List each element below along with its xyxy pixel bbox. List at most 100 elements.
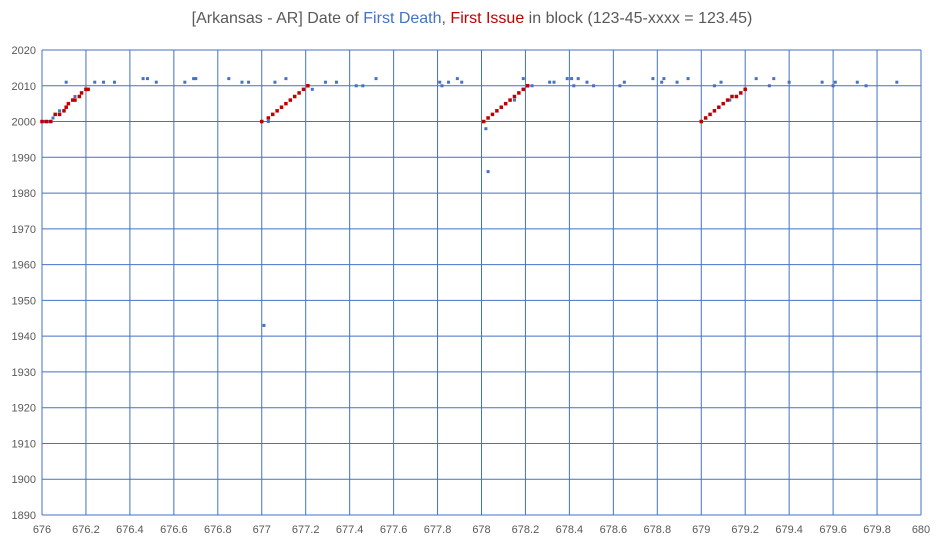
first-issue-point [512, 94, 517, 99]
first-issue-point [62, 109, 66, 113]
data-points [40, 77, 899, 327]
y-tick-label: 1990 [12, 152, 36, 164]
x-tick-label: 679 [692, 524, 710, 536]
first-issue-point [53, 112, 57, 117]
first-issue-point [44, 119, 49, 124]
first-death-point [354, 84, 358, 88]
first-death-point [772, 77, 776, 81]
first-death-point [262, 323, 266, 327]
first-issue-point [301, 87, 306, 92]
first-issue-point [708, 112, 712, 117]
first-issue-point [57, 112, 62, 117]
first-death-point [651, 77, 655, 81]
first-death-point [323, 80, 327, 84]
grid-lines [41, 49, 922, 516]
x-tick-label: 679.2 [731, 524, 759, 536]
first-death-point [712, 84, 716, 88]
first-issue-point [521, 87, 526, 92]
first-death-point [552, 80, 556, 84]
first-issue-point [730, 94, 734, 99]
first-death-point [565, 77, 569, 81]
y-tick-label: 1900 [12, 474, 36, 486]
first-death-point [113, 80, 117, 84]
y-axis-ticks: 1890 1900 1910 1920 1930 1940 1950 1960 1970 1980… [12, 45, 36, 522]
x-tick-label: 678.8 [644, 524, 672, 536]
y-tick-label: 1980 [12, 188, 36, 200]
x-tick-label: 679.8 [863, 524, 891, 536]
first-death-point [486, 170, 490, 174]
first-issue-point [40, 119, 44, 124]
first-issue-point [49, 119, 53, 124]
first-death-point [585, 80, 589, 84]
first-issue-point [703, 116, 708, 120]
y-tick-label: 2000 [12, 117, 36, 129]
first-issue-point [266, 116, 271, 120]
y-tick-label: 1930 [12, 367, 36, 379]
y-tick-label: 1960 [12, 260, 36, 272]
first-death-point [512, 98, 516, 102]
first-death-point [855, 80, 859, 84]
first-death-point [572, 84, 576, 88]
y-tick-label: 1970 [12, 224, 36, 236]
y-tick-label: 2010 [12, 81, 36, 93]
title-suffix: in block (123-45-xxxx = 123.45) [524, 10, 753, 27]
first-death-point [240, 80, 244, 84]
first-death-point [374, 77, 378, 81]
first-issue-point [490, 112, 495, 117]
first-issue-point [717, 105, 721, 109]
first-issue-point [699, 119, 703, 124]
first-death-point [361, 84, 365, 88]
first-death-point [675, 80, 679, 84]
first-issue-point [86, 87, 90, 92]
first-death-point [73, 95, 77, 98]
x-tick-label: 678.6 [600, 524, 628, 536]
first-death-point [576, 77, 580, 81]
first-death-point [145, 77, 149, 81]
first-issue-point [495, 109, 499, 113]
first-issue-point [721, 101, 725, 106]
first-death-point [192, 77, 196, 81]
first-death-point [831, 84, 835, 88]
first-death-point [592, 84, 596, 88]
first-death-point [42, 120, 46, 124]
x-axis-ticks: 676 676.2 676.4 676.6 676.8 677 677.2 677.4 677.… [33, 524, 930, 536]
first-issue-point [525, 84, 530, 88]
x-tick-label: 680 [912, 524, 930, 536]
first-death-point [570, 77, 574, 81]
y-tick-label: 1950 [12, 295, 36, 307]
first-death-point [820, 80, 824, 84]
first-issue-point [297, 91, 301, 95]
x-tick-label: 677.8 [424, 524, 452, 536]
first-issue-point [517, 91, 521, 95]
first-issue-point [77, 94, 82, 99]
first-death-point [273, 80, 277, 84]
first-death-point [64, 80, 68, 84]
x-tick-label: 676.8 [204, 524, 232, 536]
first-issue-point [734, 94, 739, 99]
x-tick-label: 678 [472, 524, 490, 536]
first-issue-point [486, 116, 490, 120]
x-tick-label: 676 [33, 524, 51, 536]
first-death-point [183, 80, 187, 84]
x-tick-label: 676.4 [116, 524, 144, 536]
first-death-point [310, 87, 314, 91]
first-issue-point [64, 105, 68, 109]
first-death-point [728, 98, 732, 102]
first-death-point [440, 84, 444, 88]
first-death-point [754, 77, 758, 81]
title-issue-label: First Issue [450, 10, 525, 27]
first-issue-point [306, 84, 310, 88]
x-tick-label: 677.6 [380, 524, 408, 536]
first-issue-point [503, 101, 508, 106]
first-death-point [719, 80, 723, 84]
x-tick-label: 679.6 [819, 524, 847, 536]
y-tick-label: 1890 [12, 510, 36, 522]
first-death-point [438, 80, 442, 84]
x-tick-label: 678.4 [556, 524, 584, 536]
first-issue-point [66, 101, 71, 106]
y-tick-label: 1910 [12, 438, 36, 450]
first-death-point [194, 77, 198, 81]
x-tick-label: 677.4 [336, 524, 364, 536]
first-death-point [58, 109, 62, 113]
